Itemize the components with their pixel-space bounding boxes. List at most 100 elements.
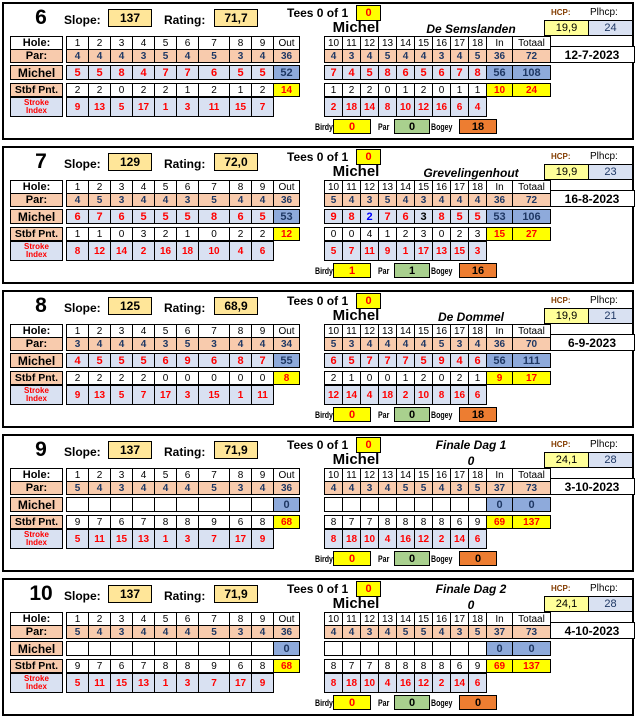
stroke-index-cell[interactable]: 12: [324, 385, 343, 405]
stroke-index-cell[interactable]: 1: [396, 241, 415, 261]
par-cell[interactable]: 4: [88, 49, 111, 63]
score-cell[interactable]: [342, 497, 361, 512]
par-cell[interactable]: 5: [324, 337, 343, 351]
score-cell[interactable]: 5: [342, 353, 361, 368]
stableford-cell[interactable]: 0: [378, 83, 397, 97]
par-cell[interactable]: 3: [432, 49, 451, 63]
score-cell[interactable]: [342, 641, 361, 656]
score-cell[interactable]: 9: [432, 353, 451, 368]
stroke-index-cell[interactable]: 12: [414, 529, 433, 549]
stroke-index-cell[interactable]: 14: [110, 241, 133, 261]
par-cell[interactable]: 4: [396, 193, 415, 207]
score-cell[interactable]: [414, 497, 433, 512]
stroke-index-cell[interactable]: 6: [450, 97, 469, 117]
score-cell[interactable]: [324, 497, 343, 512]
par-cell[interactable]: 5: [198, 49, 230, 63]
stroke-index-cell[interactable]: 9: [378, 241, 397, 261]
par-cell[interactable]: 4: [432, 193, 451, 207]
stableford-cell[interactable]: 2: [414, 83, 433, 97]
par-cell[interactable]: 3: [229, 49, 252, 63]
par-cell[interactable]: 5: [378, 49, 397, 63]
score-cell[interactable]: [66, 497, 89, 512]
stableford-cell[interactable]: 8: [176, 659, 199, 673]
tees-value[interactable]: 0: [356, 149, 381, 165]
stableford-cell[interactable]: 2: [450, 371, 469, 385]
score-cell[interactable]: 6: [66, 209, 89, 224]
stableford-cell[interactable]: 2: [154, 227, 177, 241]
par-cell[interactable]: 4: [110, 49, 133, 63]
par-cell[interactable]: 4: [450, 193, 469, 207]
stroke-index-cell[interactable]: 14: [342, 385, 361, 405]
par-cell[interactable]: 4: [132, 193, 155, 207]
score-cell[interactable]: 2: [360, 209, 379, 224]
stroke-index-cell[interactable]: 2: [432, 673, 451, 693]
stroke-index-cell[interactable]: 4: [229, 241, 252, 261]
stroke-index-cell[interactable]: 7: [342, 241, 361, 261]
par-cell[interactable]: 4: [132, 625, 155, 639]
stableford-cell[interactable]: 0: [432, 371, 451, 385]
stableford-cell[interactable]: 9: [66, 659, 89, 673]
score-cell[interactable]: 7: [324, 65, 343, 80]
par-cell[interactable]: 5: [468, 481, 487, 495]
slope-value[interactable]: 137: [108, 585, 152, 603]
stroke-index-cell[interactable]: 12: [414, 97, 433, 117]
stroke-index-cell[interactable]: 10: [414, 385, 433, 405]
par-cell[interactable]: 4: [378, 337, 397, 351]
stroke-index-cell[interactable]: 8: [378, 97, 397, 117]
par-cell[interactable]: 5: [414, 481, 433, 495]
stableford-cell[interactable]: 2: [324, 371, 343, 385]
par-cell[interactable]: 4: [154, 193, 177, 207]
stroke-index-cell[interactable]: 8: [432, 385, 451, 405]
score-cell[interactable]: 5: [176, 209, 199, 224]
score-cell[interactable]: [110, 497, 133, 512]
par-cell[interactable]: 4: [229, 193, 252, 207]
stableford-cell[interactable]: 1: [229, 83, 252, 97]
stroke-index-cell[interactable]: 18: [176, 241, 199, 261]
stroke-index-cell[interactable]: 6: [251, 241, 274, 261]
stableford-cell[interactable]: 1: [468, 83, 487, 97]
stableford-cell[interactable]: 2: [132, 83, 155, 97]
stableford-cell[interactable]: 1: [176, 83, 199, 97]
score-cell[interactable]: [251, 641, 274, 656]
stroke-index-cell[interactable]: 18: [342, 529, 361, 549]
stroke-index-cell[interactable]: 3: [176, 385, 199, 405]
stableford-cell[interactable]: 1: [396, 83, 415, 97]
stroke-index-cell[interactable]: 1: [154, 673, 177, 693]
par-cell[interactable]: 4: [342, 625, 361, 639]
date-value[interactable]: 3-10-2023: [549, 478, 635, 495]
par-cell[interactable]: 4: [88, 481, 111, 495]
plhcp-value[interactable]: 23: [588, 164, 633, 180]
par-cell[interactable]: 3: [132, 49, 155, 63]
stableford-cell[interactable]: 7: [132, 659, 155, 673]
par-cell[interactable]: 4: [342, 193, 361, 207]
plhcp-value[interactable]: 28: [588, 596, 633, 612]
par-cell[interactable]: 4: [468, 193, 487, 207]
stroke-index-cell[interactable]: 8: [324, 673, 343, 693]
score-cell[interactable]: 7: [154, 65, 177, 80]
stableford-cell[interactable]: 1: [396, 371, 415, 385]
stableford-cell[interactable]: 2: [450, 227, 469, 241]
score-cell[interactable]: 5: [450, 209, 469, 224]
par-cell[interactable]: 4: [396, 337, 415, 351]
score-cell[interactable]: 8: [110, 65, 133, 80]
par-cell[interactable]: 3: [450, 337, 469, 351]
stroke-index-cell[interactable]: 11: [360, 241, 379, 261]
par-cell[interactable]: 5: [414, 625, 433, 639]
slope-value[interactable]: 125: [108, 297, 152, 315]
par-cell[interactable]: 5: [396, 481, 415, 495]
par-cell[interactable]: 5: [198, 625, 230, 639]
par-cell[interactable]: 4: [66, 49, 89, 63]
score-cell[interactable]: 7: [378, 353, 397, 368]
score-cell[interactable]: 6: [229, 209, 252, 224]
rating-value[interactable]: 71,7: [214, 9, 258, 27]
stableford-cell[interactable]: 2: [66, 83, 89, 97]
stroke-index-cell[interactable]: 9: [66, 97, 89, 117]
par-cell[interactable]: 4: [251, 625, 274, 639]
par-cell[interactable]: 4: [251, 193, 274, 207]
stroke-index-cell[interactable]: 7: [132, 385, 155, 405]
stableford-cell[interactable]: 9: [198, 515, 230, 529]
stableford-cell[interactable]: 8: [324, 659, 343, 673]
score-cell[interactable]: 5: [132, 209, 155, 224]
stableford-cell[interactable]: 8: [414, 659, 433, 673]
stableford-cell[interactable]: 1: [176, 227, 199, 241]
